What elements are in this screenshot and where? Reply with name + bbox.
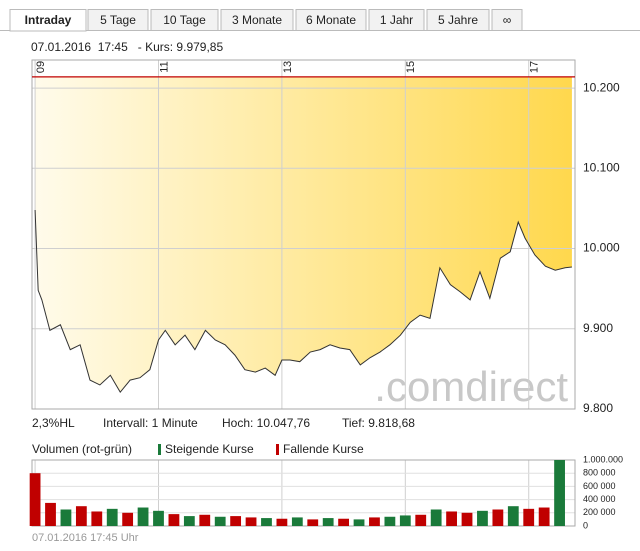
tab-background [150, 9, 219, 31]
volume-bar [137, 507, 149, 526]
legend-marker [276, 444, 279, 455]
volume-bar [60, 509, 72, 526]
tab-label: ∞ [503, 13, 512, 27]
y-tick-label: 400 000 [583, 494, 616, 504]
tab[interactable]: 6 Monate [295, 9, 367, 31]
stat: Intervall: 1 Minute [103, 416, 198, 430]
volume-bar [307, 519, 319, 526]
price-line [34, 210, 572, 394]
tab[interactable]: ∞ [491, 9, 523, 31]
volume-bar [461, 512, 473, 526]
tab[interactable]: 3 Monate [220, 9, 294, 31]
volume-bar [245, 517, 257, 526]
tab-background [368, 9, 425, 31]
volume-bar [29, 473, 41, 526]
x-tick-label: 15 [405, 61, 417, 73]
stat: 2,3%HL [32, 416, 75, 430]
y-tick-label: 9.900 [583, 321, 613, 335]
tab-label: 6 Monate [306, 13, 356, 27]
stat: Hoch: 10.047,76 [222, 416, 310, 430]
watermark: .comdirect [374, 363, 568, 410]
volume-bar [291, 517, 303, 526]
y-tick-label: 800 000 [583, 468, 616, 478]
tab-label: Intraday [25, 13, 72, 27]
volume-bar [523, 508, 535, 526]
tab-background [426, 9, 490, 31]
volume-bar [399, 515, 411, 526]
volume-bar [384, 516, 396, 526]
tab-label: 3 Monate [232, 13, 282, 27]
legend-label: Fallende Kurse [283, 442, 364, 456]
x-tick-label: 11 [158, 61, 170, 72]
y-tick-label: 1.000.000 [583, 454, 623, 464]
volume-bar [261, 518, 272, 526]
area-fill [35, 76, 572, 393]
volume-bar [214, 516, 226, 526]
plot-frame [31, 59, 576, 410]
y-tick-label: 10.000 [583, 241, 620, 255]
volume-bar [322, 518, 334, 526]
x-tick-label: 09 [35, 61, 47, 73]
volume-bar [538, 507, 550, 526]
volume-bar [106, 508, 118, 526]
volume-bar [554, 460, 565, 526]
y-tick-label: 600 000 [583, 481, 616, 491]
volume-bar [199, 514, 211, 526]
x-tick-label: 17 [529, 61, 541, 73]
volume-bar [153, 510, 164, 526]
y-tick-label: 9.800 [583, 401, 613, 415]
legend-label: Steigende Kurse [165, 442, 254, 456]
footer: 07.01.2016 17:45 Uhr [32, 532, 139, 544]
volume-bar [91, 511, 103, 526]
header: 07.01.2016 17:45 - Kurs: 9.979,85 [31, 40, 223, 54]
tab-background [9, 9, 87, 32]
tab-label: 5 Tage [100, 13, 136, 27]
tab[interactable]: 5 Tage [87, 9, 149, 31]
tab-background [491, 9, 523, 31]
volume-bar [477, 510, 488, 526]
legend-marker [158, 444, 161, 455]
volume-bar [230, 516, 242, 526]
volume-bar [168, 514, 180, 526]
tab-background [295, 9, 367, 31]
tab[interactable]: 1 Jahr [368, 9, 425, 31]
tab-label: 1 Jahr [380, 13, 413, 27]
tab-background [220, 9, 294, 31]
volume-bar [353, 519, 365, 526]
tab-label: 5 Jahre [438, 13, 478, 27]
y-tick-label: 200 000 [583, 507, 616, 517]
volume-bar [183, 516, 195, 526]
tab[interactable]: Intraday [9, 9, 87, 32]
tab[interactable]: 10 Tage [150, 9, 219, 31]
tab-label: 10 Tage [163, 13, 206, 27]
volume-bar [492, 509, 504, 526]
volume-bar [446, 511, 457, 526]
y-tick-label: 10.100 [583, 160, 620, 174]
volume-bar [45, 502, 56, 526]
tab[interactable]: 5 Jahre [426, 9, 490, 31]
volume-bar [276, 518, 288, 526]
x-tick-label: 13 [282, 61, 294, 73]
y-tick-label: 0 [583, 520, 588, 530]
volume-bar [75, 506, 87, 526]
volume-bar [122, 512, 134, 526]
stat: Tief: 9.818,68 [342, 416, 415, 430]
volume-bar [369, 517, 380, 526]
volume-title: Volumen (rot-grün) [32, 442, 132, 456]
volume-bar [338, 518, 350, 526]
volume-bar [430, 509, 442, 526]
volume-bar [415, 514, 427, 526]
tab-background [87, 9, 149, 31]
volume-bar [507, 506, 519, 526]
y-tick-label: 10.200 [583, 80, 620, 94]
